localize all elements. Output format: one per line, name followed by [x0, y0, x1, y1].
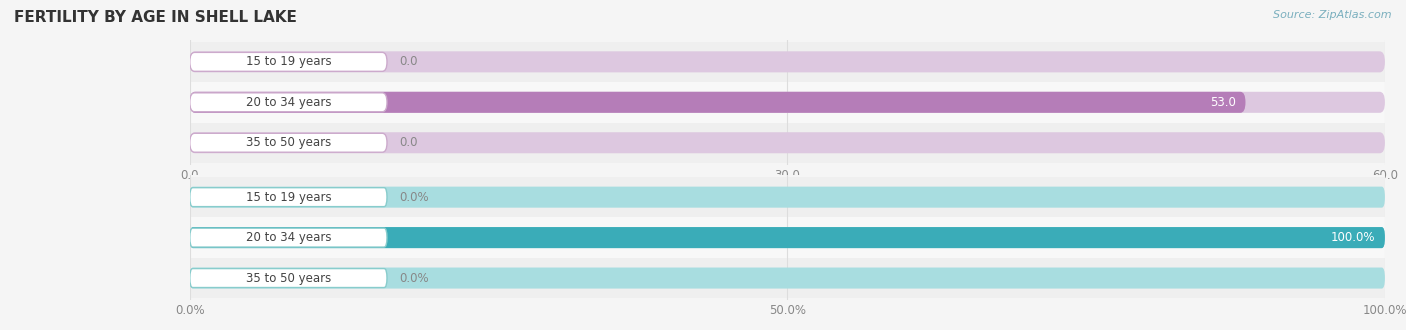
- Text: Source: ZipAtlas.com: Source: ZipAtlas.com: [1274, 10, 1392, 20]
- FancyBboxPatch shape: [190, 188, 387, 207]
- FancyBboxPatch shape: [190, 133, 387, 152]
- FancyBboxPatch shape: [190, 52, 387, 71]
- Text: 53.0: 53.0: [1211, 96, 1236, 109]
- FancyBboxPatch shape: [190, 269, 387, 287]
- FancyBboxPatch shape: [190, 187, 1385, 208]
- Text: 15 to 19 years: 15 to 19 years: [246, 191, 332, 204]
- FancyBboxPatch shape: [190, 93, 387, 112]
- Bar: [190, 217, 1385, 258]
- Text: 15 to 19 years: 15 to 19 years: [246, 55, 332, 68]
- FancyBboxPatch shape: [190, 227, 1385, 248]
- FancyBboxPatch shape: [190, 92, 1385, 113]
- Text: 100.0%: 100.0%: [1331, 231, 1375, 244]
- FancyBboxPatch shape: [190, 92, 1246, 113]
- Text: 20 to 34 years: 20 to 34 years: [246, 231, 332, 244]
- Text: FERTILITY BY AGE IN SHELL LAKE: FERTILITY BY AGE IN SHELL LAKE: [14, 10, 297, 25]
- FancyBboxPatch shape: [190, 268, 1385, 288]
- Text: 35 to 50 years: 35 to 50 years: [246, 136, 330, 149]
- FancyBboxPatch shape: [190, 51, 1385, 72]
- FancyBboxPatch shape: [190, 132, 1385, 153]
- Bar: [190, 82, 1385, 122]
- Text: 35 to 50 years: 35 to 50 years: [246, 272, 330, 284]
- Text: 0.0%: 0.0%: [399, 191, 429, 204]
- Bar: [190, 258, 1385, 298]
- Bar: [190, 122, 1385, 163]
- Bar: [190, 42, 1385, 82]
- Text: 0.0: 0.0: [399, 136, 418, 149]
- Text: 0.0: 0.0: [399, 55, 418, 68]
- FancyBboxPatch shape: [190, 227, 1385, 248]
- FancyBboxPatch shape: [190, 228, 387, 247]
- Text: 20 to 34 years: 20 to 34 years: [246, 96, 332, 109]
- Bar: [190, 177, 1385, 217]
- Text: 0.0%: 0.0%: [399, 272, 429, 284]
